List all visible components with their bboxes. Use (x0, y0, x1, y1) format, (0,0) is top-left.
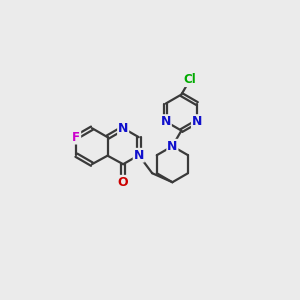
Text: F: F (72, 131, 80, 144)
Text: Cl: Cl (184, 73, 196, 86)
Text: N: N (192, 115, 202, 128)
Text: N: N (167, 140, 178, 153)
Text: N: N (160, 115, 171, 128)
Text: O: O (118, 176, 128, 189)
Text: N: N (118, 122, 128, 135)
Text: N: N (134, 149, 144, 162)
